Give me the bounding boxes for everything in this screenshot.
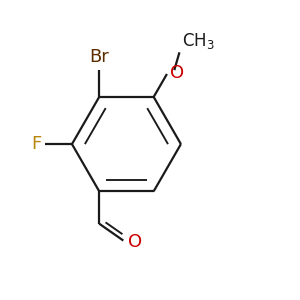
Text: F: F: [32, 135, 42, 153]
Text: Br: Br: [89, 48, 109, 66]
Text: O: O: [128, 233, 142, 251]
Text: CH$_3$: CH$_3$: [182, 31, 214, 51]
Text: O: O: [170, 64, 184, 82]
